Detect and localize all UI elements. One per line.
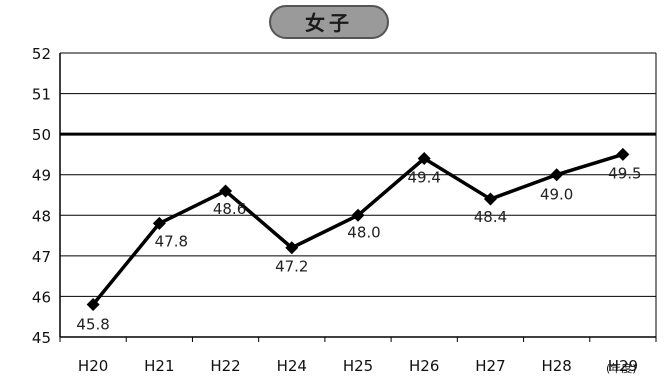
data-markers — [86, 147, 630, 312]
x-axis-unit-label: (年度) — [606, 361, 637, 375]
data-point-marker — [550, 168, 564, 182]
y-axis-tick-labels: 45 46 47 48 49 50 51 52 — [32, 45, 51, 347]
data-point-marker — [351, 208, 365, 222]
x-axis-tick-labels: H20 H21 H22 H24 H25 H26 H27 H28 H29 — [78, 357, 638, 375]
chart-title: 女子 — [305, 11, 353, 35]
x-tick-label: H26 — [409, 357, 439, 375]
data-label: 49.4 — [408, 168, 441, 186]
data-point-marker — [285, 241, 299, 255]
data-point-marker — [219, 184, 233, 198]
x-tick-label: H28 — [541, 357, 571, 375]
x-tick-label: H27 — [475, 357, 505, 375]
y-tick-label: 45 — [32, 329, 51, 347]
data-label: 47.2 — [275, 258, 308, 276]
data-label: 49.5 — [608, 164, 641, 182]
x-tick-label: H22 — [210, 357, 240, 375]
y-tick-label: 52 — [32, 45, 51, 63]
data-point-marker — [417, 151, 431, 165]
y-tick-label: 48 — [32, 207, 51, 225]
data-point-marker — [86, 298, 100, 312]
data-label: 48.4 — [474, 208, 507, 226]
data-label: 47.8 — [155, 232, 188, 250]
y-tick-label: 51 — [32, 86, 51, 104]
data-label: 48.6 — [213, 200, 246, 218]
y-tick-label: 50 — [32, 126, 51, 144]
title-background — [269, 5, 389, 39]
data-labels: 45.8 47.8 48.6 47.2 48.0 49.4 48.4 49.0 49.5 — [76, 164, 641, 333]
chart-title-badge: 女子 — [269, 5, 389, 39]
y-tick-label: 47 — [32, 248, 51, 266]
y-tick-label: 46 — [32, 288, 51, 306]
x-tick-label: H29 — [608, 357, 638, 375]
data-label: 49.0 — [540, 186, 573, 204]
data-label: 45.8 — [76, 316, 109, 334]
data-point-marker — [616, 147, 630, 161]
data-point-marker — [483, 192, 497, 206]
x-tick-label: H24 — [277, 357, 307, 375]
data-label: 48.0 — [347, 223, 380, 241]
y-tick-label: 49 — [32, 167, 51, 185]
data-point-marker — [152, 216, 166, 230]
x-tick-label: H20 — [78, 357, 108, 375]
x-tick-label: H25 — [343, 357, 373, 375]
x-tick-label: H21 — [144, 357, 174, 375]
axes — [59, 53, 657, 342]
